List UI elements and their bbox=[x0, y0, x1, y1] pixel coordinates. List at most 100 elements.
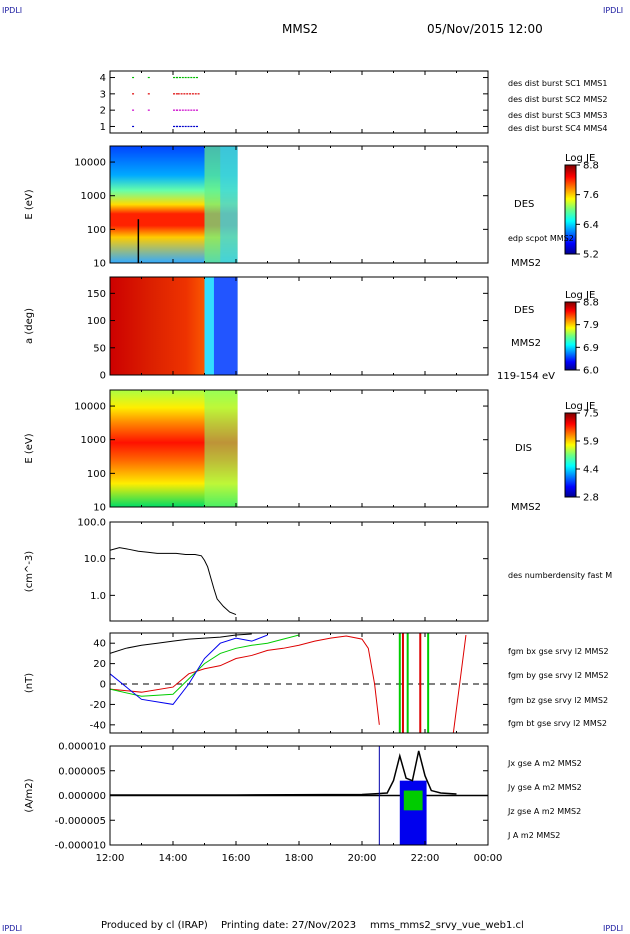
panel-frame-4 bbox=[109, 521, 489, 622]
des-pitch-late bbox=[213, 277, 238, 375]
jx-legend: Jx gse A m2 MMS2 bbox=[508, 759, 582, 768]
y-axis-label: (nT) bbox=[24, 673, 35, 693]
y-tick-label: 10000 bbox=[74, 402, 106, 413]
corner-mark-top-right: IPDLI bbox=[603, 6, 624, 15]
y-tick-label: -0.000005 bbox=[55, 816, 106, 827]
corner-mark-bottom-right: IPDLI bbox=[603, 924, 624, 933]
colorbar-tick-label: 2.8 bbox=[583, 493, 599, 504]
y-tick-label: 10 bbox=[93, 259, 106, 270]
footer-printing-date: Printing date: 27/Nov/2023 bbox=[221, 920, 357, 931]
y-axis-label: E (eV) bbox=[24, 433, 35, 463]
y-tick-label: 1.0 bbox=[90, 591, 106, 602]
colorbar-tick-label: 8.8 bbox=[583, 161, 599, 172]
y-axis-label: E (eV) bbox=[24, 189, 35, 219]
colorbar-tick-label: 7.6 bbox=[583, 190, 599, 201]
panel-frame-5 bbox=[109, 632, 489, 734]
y-axis-label: a (deg) bbox=[24, 308, 35, 344]
y-tick-label: 0.000010 bbox=[58, 742, 106, 753]
field-series-line-0 bbox=[109, 635, 380, 725]
bz-legend: fgm bz gse srvy l2 MMS2 bbox=[508, 696, 609, 705]
corner-mark-bottom-left: IPDLI bbox=[2, 924, 23, 933]
legend-mms1: des dist burst SC1 MMS1 bbox=[508, 79, 608, 88]
colorbar-tick-label: 5.9 bbox=[583, 437, 599, 448]
colorbar-title: Log JE bbox=[565, 153, 595, 164]
time-tick-label: 18:00 bbox=[285, 853, 314, 864]
y-tick-label: 3 bbox=[100, 89, 106, 100]
y-tick-label: 1 bbox=[100, 122, 106, 133]
y-tick-label: 2 bbox=[100, 106, 106, 117]
footer-filename: mms_mms2_srvy_vue_web1.cl bbox=[370, 920, 524, 931]
y-tick-label: 100.0 bbox=[77, 518, 106, 529]
field-series-line-2 bbox=[109, 634, 268, 705]
footer-produced-by: Produced by cl (IRAP) bbox=[101, 920, 208, 931]
colorbar-title: Log JE bbox=[565, 290, 595, 301]
jz-burst bbox=[399, 780, 427, 845]
y-tick-label: 1000 bbox=[81, 435, 106, 446]
datetime-title: 05/Nov/2015 12:00 bbox=[427, 22, 543, 36]
y-tick-label: 1000 bbox=[81, 191, 106, 202]
legend-mms4: des dist burst SC4 MMS4 bbox=[508, 124, 608, 133]
y-tick-label: 50 bbox=[93, 343, 106, 354]
time-tick-label: 00:00 bbox=[474, 853, 503, 864]
field-series-line-3 bbox=[109, 633, 252, 654]
y-tick-label: 4 bbox=[100, 73, 106, 84]
colorbar-tick-label: 6.4 bbox=[583, 220, 599, 231]
y-tick-label: -0.000010 bbox=[55, 841, 106, 852]
des-label: DES bbox=[514, 199, 535, 210]
time-tick-label: 16:00 bbox=[222, 853, 251, 864]
jy-legend: Jy gse A m2 MMS2 bbox=[508, 783, 582, 792]
y-tick-label: 0.000000 bbox=[58, 791, 106, 802]
field-tail bbox=[452, 634, 467, 734]
time-tick-label: 20:00 bbox=[348, 853, 377, 864]
j-magnitude-line bbox=[110, 750, 457, 796]
colorbar-title: Log JE bbox=[565, 401, 595, 412]
y-tick-label: 40 bbox=[93, 639, 106, 650]
jz-legend: Jz gse A m2 MMS2 bbox=[508, 807, 582, 816]
mms2-label-3: MMS2 bbox=[511, 502, 541, 513]
colorbar-tick-label: 7.9 bbox=[583, 320, 599, 331]
corner-mark-top-left: IPDLI bbox=[2, 6, 23, 15]
y-tick-label: 0.000005 bbox=[58, 766, 106, 777]
y-tick-label: 10000 bbox=[74, 158, 106, 169]
y-tick-label: 20 bbox=[93, 659, 106, 670]
energy-range-label: 119-154 eV bbox=[497, 371, 555, 382]
dis-energy-transition bbox=[204, 390, 238, 507]
colorbar bbox=[564, 412, 577, 498]
colorbar-tick-label: 6.9 bbox=[583, 343, 599, 354]
y-tick-label: 150 bbox=[87, 289, 106, 300]
y-tick-label: -20 bbox=[90, 700, 106, 711]
colorbar-tick-label: 8.8 bbox=[583, 298, 599, 309]
y-tick-label: 0 bbox=[100, 371, 106, 382]
legend-mms2: des dist burst SC2 MMS2 bbox=[508, 95, 608, 104]
bx-legend: fgm bx gse srvy l2 MMS2 bbox=[508, 647, 609, 656]
colorbar-tick-label: 6.0 bbox=[583, 366, 599, 377]
colorbar bbox=[564, 164, 577, 255]
mission-title: MMS2 bbox=[282, 22, 318, 36]
j-legend: J A m2 MMS2 bbox=[508, 831, 561, 840]
mms2-label-1: MMS2 bbox=[511, 258, 541, 269]
time-tick-label: 12:00 bbox=[96, 853, 125, 864]
y-axis-label: (A/m2) bbox=[24, 778, 35, 812]
colorbar-tick-label: 7.5 bbox=[583, 409, 599, 420]
colorbar-tick-label: 4.4 bbox=[583, 465, 599, 476]
mms2-label-2: MMS2 bbox=[511, 338, 541, 349]
time-tick-label: 14:00 bbox=[159, 853, 188, 864]
y-tick-label: 10.0 bbox=[84, 554, 106, 565]
y-tick-label: 100 bbox=[87, 316, 106, 327]
density-series-line bbox=[109, 547, 237, 616]
y-tick-label: 0 bbox=[100, 680, 106, 691]
colorbar-tick-label: 5.2 bbox=[583, 250, 599, 261]
dis-label: DIS bbox=[515, 443, 532, 454]
by-legend: fgm by gse srvy l2 MMS2 bbox=[508, 671, 609, 680]
bt-legend: fgm bt gse srvy l2 MMS2 bbox=[508, 719, 607, 728]
scpot-label: edp scpot MMS2 bbox=[508, 234, 574, 243]
y-tick-label: 100 bbox=[87, 469, 106, 480]
y-tick-label: -40 bbox=[90, 720, 106, 731]
field-series-line-1 bbox=[109, 634, 300, 697]
legend-mms3: des dist burst SC3 MMS3 bbox=[508, 111, 608, 120]
colorbar bbox=[564, 301, 577, 371]
panel-frame-0 bbox=[109, 70, 489, 134]
jy-burst bbox=[403, 790, 423, 811]
